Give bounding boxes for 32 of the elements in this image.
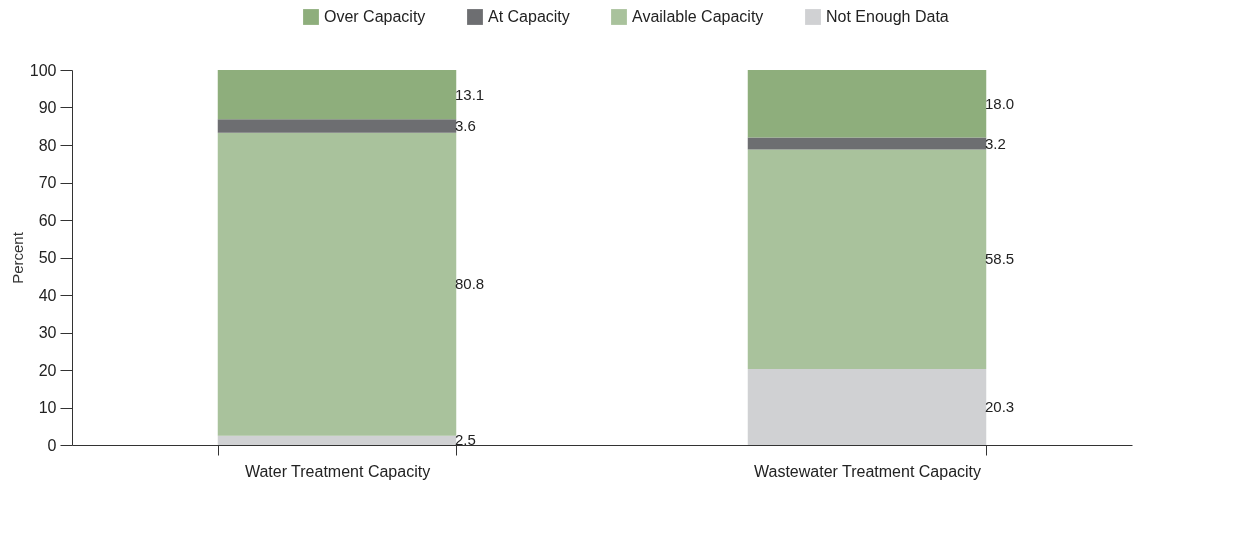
legend-label: At Capacity [488,8,570,25]
bar [217,70,457,120]
bar [747,70,987,138]
bar [217,119,457,133]
y-tick-label: 20 [38,361,57,379]
y-tick-label: 60 [38,211,57,229]
y-tick-label: 10 [38,399,57,416]
y-tick-label: 50 [38,249,57,266]
data-label: 18.0 [985,94,1015,112]
y-axis-title: Percent [8,231,26,284]
legend-label: Over Capacity [324,8,426,25]
x-tick-label: Water Treatment Capacity [244,462,431,480]
data-label: 80.8 [455,275,485,293]
data-label: 2.5 [455,431,476,449]
legend-label: Available Capacity [632,8,764,25]
y-tick-label: 70 [38,174,57,191]
legend-label: Not Enough Data [826,8,949,25]
data-label: 20.3 [985,397,1015,415]
x-tick-label: Wastewater Treatment Capacity [753,462,982,480]
bar [217,132,457,436]
bar [747,149,987,369]
bar [747,137,987,150]
y-tick-label: 90 [38,99,57,116]
bar [747,368,987,445]
y-tick-label: 30 [38,324,57,341]
bar [217,435,457,445]
y-tick-label: 80 [38,136,57,154]
data-label: 13.1 [455,85,485,103]
y-tick-label: 100 [29,61,57,79]
y-tick-label: 40 [38,286,57,304]
data-label: 58.5 [985,250,1015,268]
y-tick-label: 0 [47,436,57,454]
